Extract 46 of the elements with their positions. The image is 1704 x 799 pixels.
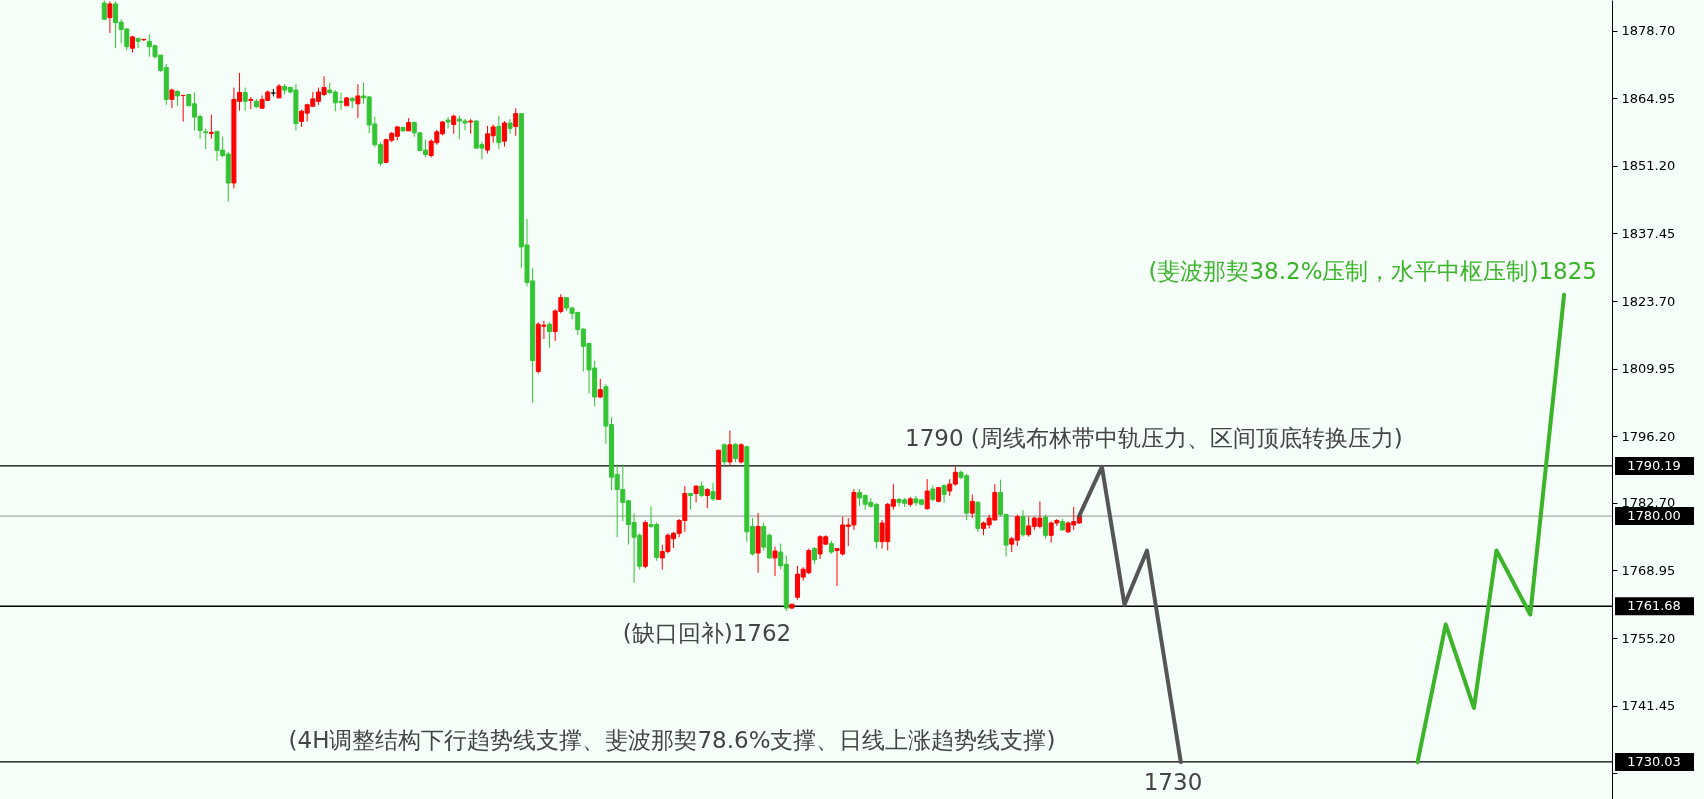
y-tick-label: 1864.95 — [1621, 90, 1676, 106]
ref-line-label: 1790.19 — [1627, 457, 1681, 473]
candlestick — [704, 487, 710, 509]
candlestick — [547, 321, 553, 349]
candlestick — [203, 127, 209, 150]
candlestick — [1020, 509, 1026, 538]
candlestick — [924, 478, 930, 511]
candlestick — [242, 87, 248, 112]
y-tick-label: 1741.45 — [1621, 698, 1676, 714]
candlestick — [772, 546, 778, 577]
candlestick — [496, 115, 502, 150]
ref-line-label: 1730.03 — [1627, 753, 1681, 769]
candlestick — [733, 442, 739, 463]
annotation: (4H调整结构下行趋势线支撑、斐波那契78.6%支撑、日线上涨趋势线支撑) — [288, 727, 1056, 754]
line-series — [1415, 292, 1567, 765]
y-tick-label: 1878.70 — [1621, 23, 1676, 38]
annotation: 1730 — [1143, 769, 1203, 796]
candlestick — [107, 0, 113, 34]
y-tick-label: 1768.95 — [1621, 562, 1676, 578]
annotation: 1790 (周线布林带中轨压力、区间顶底转换压力) — [905, 424, 1403, 451]
candlestick — [135, 37, 141, 49]
candlestick — [355, 83, 361, 119]
candlestick — [710, 482, 716, 502]
candlestick — [721, 442, 727, 466]
annotation: (缺口回补)1762 — [622, 619, 792, 646]
candlestick — [513, 107, 519, 137]
line-series — [1077, 464, 1183, 765]
candlestick — [501, 120, 507, 148]
y-tick-label: 1796.20 — [1621, 428, 1676, 444]
y-tick-label: 1782.70 — [1621, 495, 1676, 511]
y-tick-label: 1809.95 — [1621, 361, 1676, 377]
candlestick — [941, 483, 947, 504]
candlestick — [208, 114, 214, 140]
candlestick — [1043, 514, 1049, 540]
candlestick — [727, 430, 733, 466]
y-tick-label: 1851.20 — [1621, 158, 1676, 174]
y-tick-label: 1837.45 — [1621, 225, 1676, 241]
candlestick — [507, 118, 513, 135]
ref-line-label: 1780.00 — [1627, 508, 1681, 524]
y-tick-label: 1755.20 — [1621, 630, 1676, 646]
candlestick — [693, 485, 699, 503]
candlestick — [969, 493, 975, 519]
candlestick — [445, 116, 451, 129]
ref-line-label: 1761.68 — [1627, 598, 1681, 614]
y-tick-label: 1823.70 — [1621, 293, 1676, 309]
annotation: (斐波那契38.2%压制，水平中枢压制)1825 — [1148, 258, 1597, 284]
